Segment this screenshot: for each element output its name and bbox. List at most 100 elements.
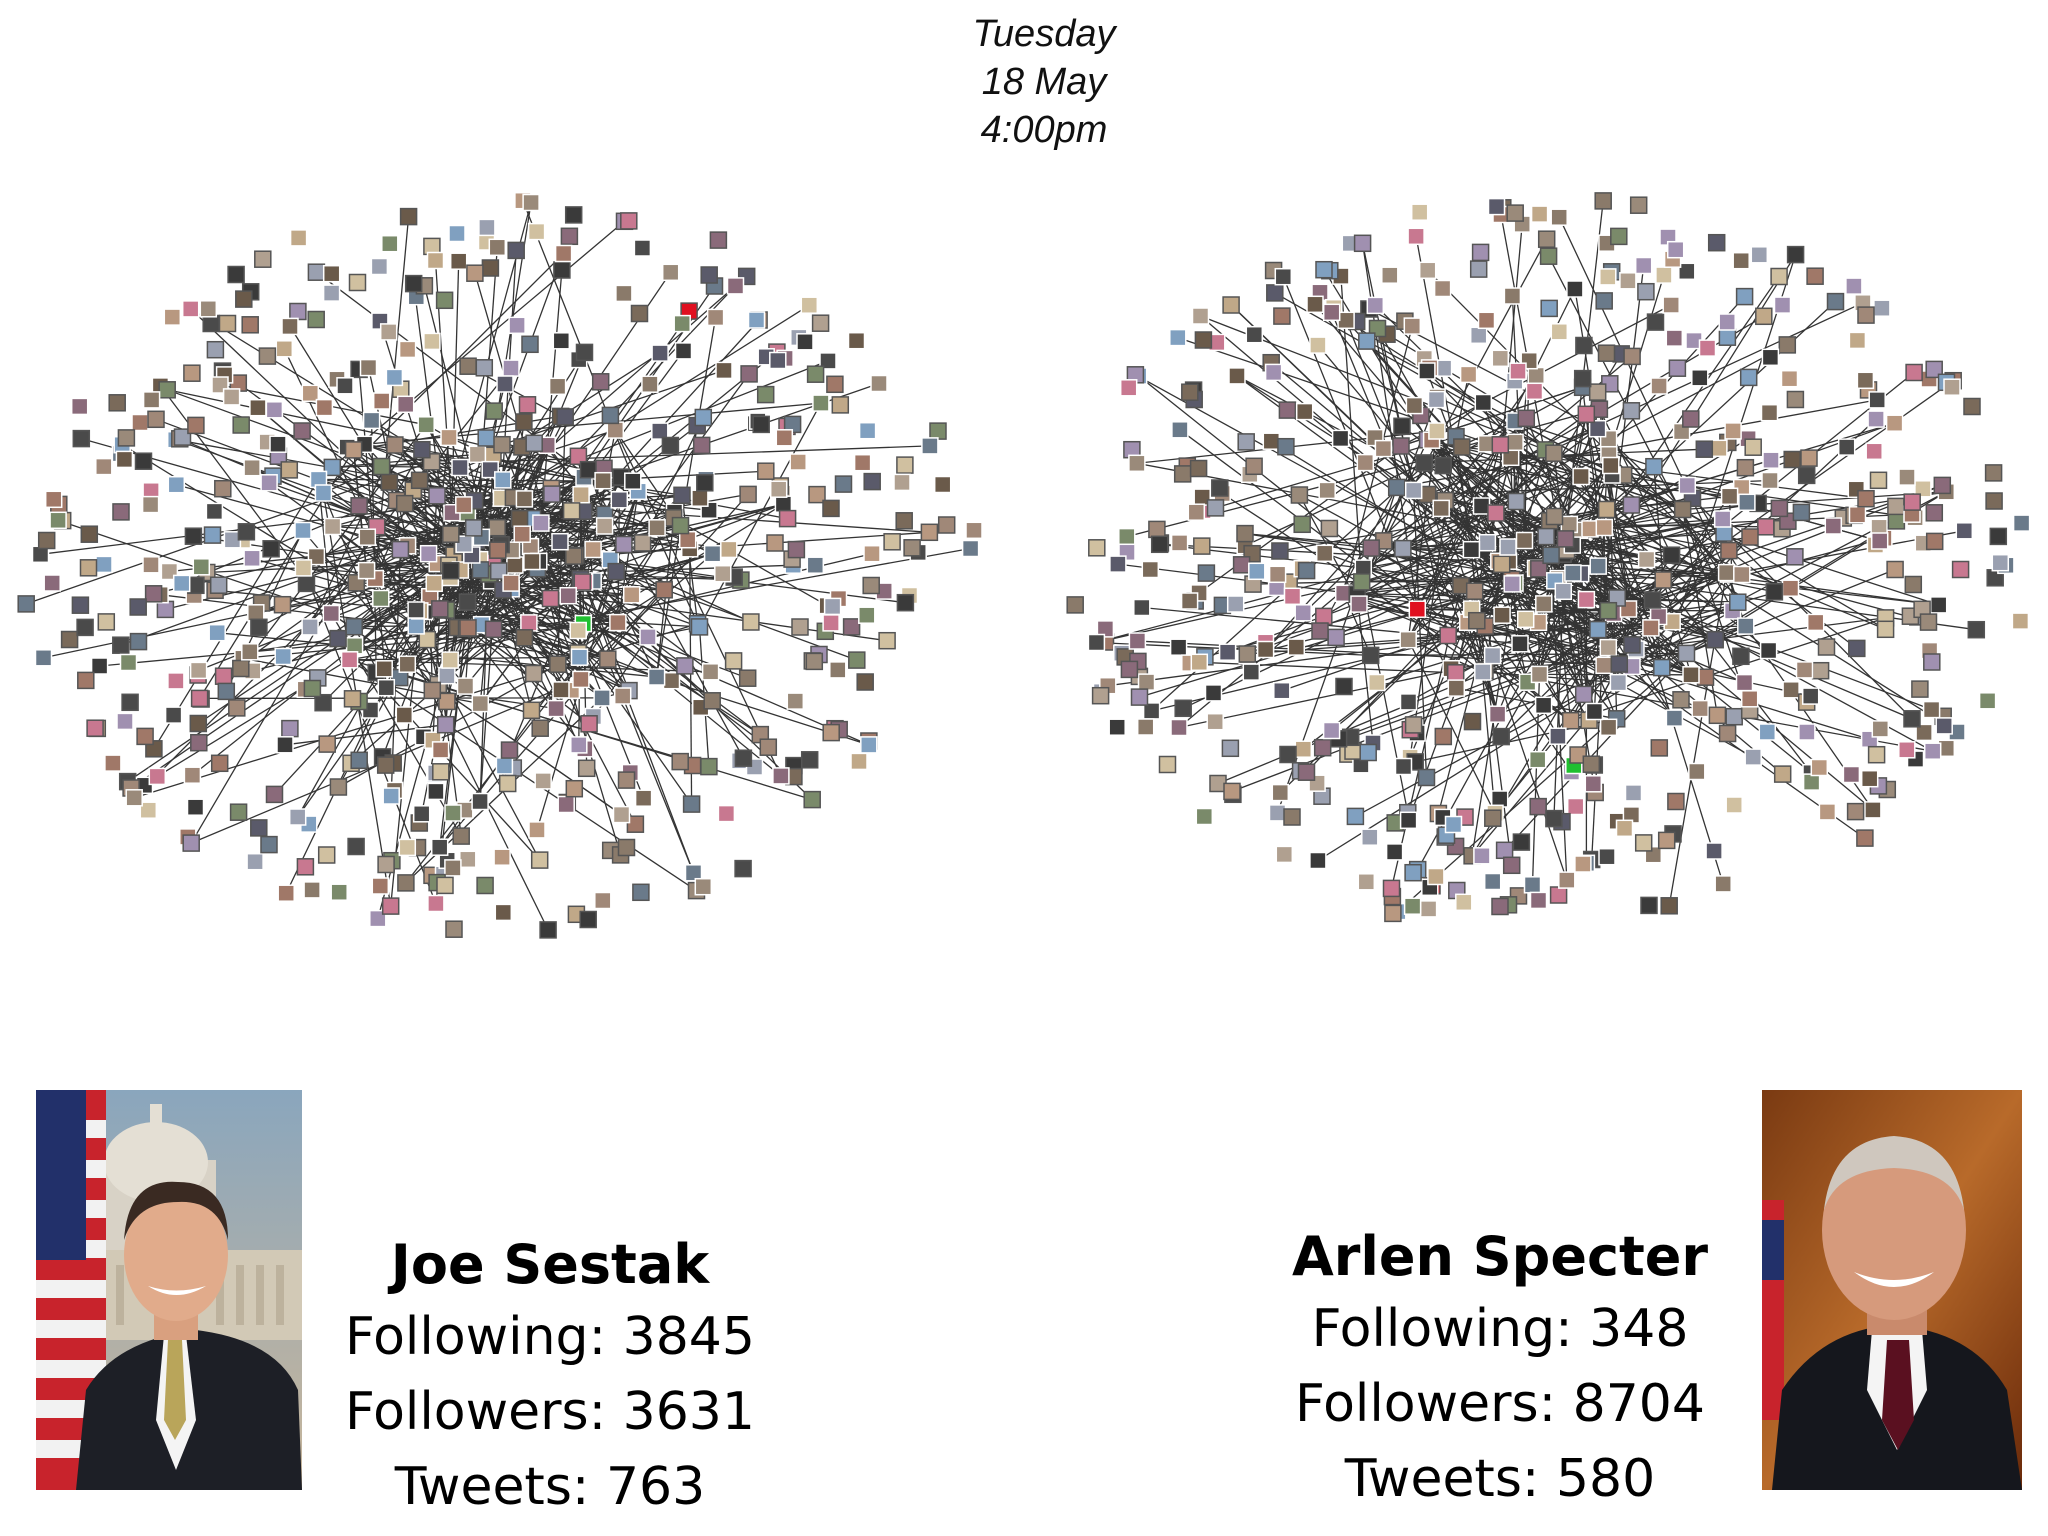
network-node-avatar xyxy=(1761,471,1779,490)
network-node-avatar xyxy=(671,752,689,771)
network-node-avatar xyxy=(819,352,837,370)
network-node-avatar xyxy=(1739,368,1758,387)
network-node-avatar xyxy=(1818,803,1837,821)
network-node-avatar xyxy=(1170,718,1188,737)
network-node-avatar xyxy=(391,540,410,559)
network-node-avatar xyxy=(863,472,881,491)
network-node-avatar xyxy=(192,558,211,576)
network-node-avatar xyxy=(703,692,721,710)
network-edge xyxy=(1511,583,1637,650)
network-node-avatar xyxy=(163,308,182,326)
network-node-avatar xyxy=(60,630,79,649)
network-node-avatar xyxy=(655,581,673,599)
network-node-avatar xyxy=(1506,204,1524,222)
network-node-avatar xyxy=(307,547,326,566)
network-node-avatar xyxy=(1873,299,1891,317)
network-node-avatar xyxy=(1350,595,1368,613)
network-edge xyxy=(1200,315,1516,584)
network-node-avatar xyxy=(933,475,952,494)
network-node-avatar xyxy=(209,576,228,594)
network-node-avatar xyxy=(478,218,496,237)
network-node-avatar xyxy=(1903,710,1921,728)
network-node-avatar xyxy=(1228,367,1246,385)
network-node-avatar xyxy=(1720,487,1739,506)
network-edge xyxy=(559,541,695,874)
network-node-avatar xyxy=(1385,843,1404,861)
network-node-avatar xyxy=(1530,665,1549,684)
network-node-avatar xyxy=(428,487,446,505)
network-node-avatar xyxy=(129,598,147,616)
network-node-avatar xyxy=(1492,555,1511,574)
network-node-avatar xyxy=(398,340,417,359)
network-node-avatar xyxy=(822,499,840,518)
network-node-avatar xyxy=(142,556,160,574)
network-node-avatar xyxy=(752,415,770,434)
network-node-avatar xyxy=(632,883,650,902)
network-node-avatar xyxy=(607,562,625,581)
network-node-avatar xyxy=(1356,453,1375,472)
network-edge xyxy=(1227,546,1509,653)
network-node-avatar xyxy=(701,663,720,681)
network-node-avatar xyxy=(1245,457,1263,476)
network-edge xyxy=(1455,374,1470,437)
network-node-avatar xyxy=(609,613,627,632)
network-node-avatar xyxy=(376,756,395,774)
network-node-avatar xyxy=(1826,292,1845,311)
follower-network-specter xyxy=(1040,180,2048,950)
network-node-avatar xyxy=(348,273,367,292)
network-node-avatar xyxy=(1876,620,1895,639)
network-node-avatar xyxy=(1597,344,1616,362)
network-node-avatar xyxy=(2012,514,2031,532)
network-node-avatar xyxy=(1471,243,1490,262)
network-node-avatar xyxy=(1361,646,1380,665)
network-node-avatar xyxy=(407,617,425,635)
network-node-avatar xyxy=(173,428,192,446)
network-node-avatar xyxy=(714,564,732,583)
network-node-avatar xyxy=(648,519,666,537)
network-node-avatar xyxy=(289,302,307,321)
network-node-avatar xyxy=(691,489,709,507)
network-edge xyxy=(323,465,382,494)
network-node-avatar xyxy=(1358,332,1376,350)
network-node-avatar xyxy=(787,540,806,559)
network-node-avatar xyxy=(1824,517,1843,535)
network-node-avatar xyxy=(630,304,649,323)
network-node-avatar xyxy=(495,757,514,775)
network-node-avatar xyxy=(1662,296,1680,314)
network-node-avatar xyxy=(579,460,598,479)
network-node-avatar xyxy=(136,727,154,746)
tweets-count: Tweets: 763 xyxy=(394,1457,706,1517)
network-edge xyxy=(121,444,417,627)
network-node-avatar xyxy=(1725,707,1743,726)
network-node-avatar xyxy=(651,422,669,440)
network-node-avatar xyxy=(1415,454,1433,472)
network-node-avatar xyxy=(222,388,241,406)
network-node-avatar xyxy=(1488,705,1507,723)
network-node-avatar xyxy=(554,244,573,263)
network-node-avatar xyxy=(119,653,138,672)
network-node-avatar xyxy=(314,693,332,712)
network-node-avatar xyxy=(826,375,844,394)
network-node-avatar xyxy=(260,835,278,854)
network-node-avatar xyxy=(791,618,809,636)
network-node-avatar xyxy=(1637,550,1656,569)
network-node-avatar xyxy=(1691,369,1709,387)
network-node-avatar xyxy=(613,687,632,705)
network-node-avatar xyxy=(1842,765,1861,784)
network-node-avatar xyxy=(1545,507,1564,526)
network-node-avatar xyxy=(1691,699,1709,718)
network-node-avatar xyxy=(1399,693,1418,711)
network-node-avatar xyxy=(1720,541,1738,560)
network-node-avatar xyxy=(1737,617,1755,635)
network-node-avatar xyxy=(1566,797,1585,816)
network-node-avatar xyxy=(1744,438,1762,456)
network-node-avatar xyxy=(617,838,636,857)
followers-count: Followers: 8704 xyxy=(1295,1374,1705,1434)
network-node-avatar xyxy=(1187,503,1206,521)
network-node-avatar xyxy=(1741,528,1759,546)
network-node-avatar xyxy=(398,655,417,673)
portrait-photo-icon xyxy=(36,1090,302,1490)
network-node-avatar xyxy=(1887,497,1905,516)
network-node-avatar xyxy=(676,657,694,675)
network-node-avatar xyxy=(850,752,868,771)
